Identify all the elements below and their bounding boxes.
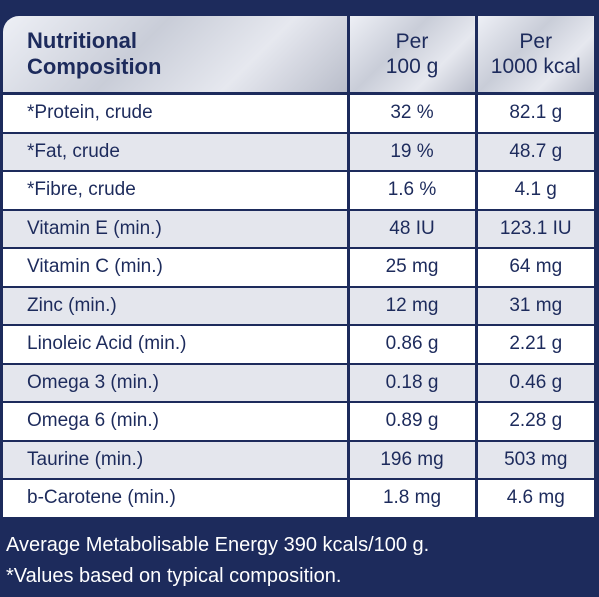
header-col2-line2: 1000 kcal <box>490 55 581 78</box>
table-header-row: Nutritional Composition Per 100 g Per 10… <box>3 16 594 94</box>
table-row: Vitamin E (min.) 48 IU 123.1 IU <box>3 209 594 249</box>
table-row: Taurine (min.) 196 mg 503 mg <box>3 440 594 480</box>
value-per-1000kcal: 64 mg <box>476 248 594 288</box>
value-per-100g: 0.89 g <box>348 402 478 442</box>
footer-notes: Average Metabolisable Energy 390 kcals/1… <box>6 530 596 592</box>
header-name-line2: Composition <box>27 54 162 79</box>
table-row: Vitamin C (min.) 25 mg 64 mg <box>3 248 594 288</box>
nutrient-name: Vitamin E (min.) <box>3 209 350 249</box>
value-per-100g: 25 mg <box>348 248 478 288</box>
value-per-1000kcal: 82.1 g <box>476 93 594 134</box>
nutrient-name: Omega 6 (min.) <box>3 402 350 442</box>
table-row: Omega 3 (min.) 0.18 g 0.46 g <box>3 363 594 403</box>
nutrient-name: Linoleic Acid (min.) <box>3 325 350 365</box>
value-per-100g: 1.8 mg <box>348 479 478 519</box>
table-row: Omega 6 (min.) 0.89 g 2.28 g <box>3 402 594 442</box>
value-per-100g: 12 mg <box>348 286 478 326</box>
value-per-100g: 19 % <box>348 132 478 172</box>
table-row: Linoleic Acid (min.) 0.86 g 2.21 g <box>3 325 594 365</box>
value-per-100g: 48 IU <box>348 209 478 249</box>
nutrient-name: *Fibre, crude <box>3 171 350 211</box>
header-per-100g: Per 100 g <box>348 16 478 94</box>
header-col1-line2: 100 g <box>385 55 439 78</box>
nutrition-table: Nutritional Composition Per 100 g Per 10… <box>3 16 594 519</box>
value-per-100g: 0.86 g <box>348 325 478 365</box>
composition-note: *Values based on typical composition. <box>6 565 342 587</box>
value-per-100g: 1.6 % <box>348 171 478 211</box>
value-per-1000kcal: 123.1 IU <box>476 209 594 249</box>
table-row: Zinc (min.) 12 mg 31 mg <box>3 286 594 326</box>
value-per-100g: 196 mg <box>348 440 478 480</box>
value-per-1000kcal: 0.46 g <box>476 363 594 403</box>
nutrient-name: Omega 3 (min.) <box>3 363 350 403</box>
value-per-1000kcal: 4.1 g <box>476 171 594 211</box>
nutrient-name: Vitamin C (min.) <box>3 248 350 288</box>
value-per-100g: 32 % <box>348 93 478 134</box>
table-row: *Fibre, crude 1.6 % 4.1 g <box>3 171 594 211</box>
nutrient-name: b-Carotene (min.) <box>3 479 350 519</box>
nutrient-name: Zinc (min.) <box>3 286 350 326</box>
value-per-1000kcal: 2.28 g <box>476 402 594 442</box>
header-per-1000kcal: Per 1000 kcal <box>476 16 594 94</box>
table-row: *Protein, crude 32 % 82.1 g <box>3 93 594 134</box>
table-row: b-Carotene (min.) 1.8 mg 4.6 mg <box>3 479 594 519</box>
nutrient-name: *Fat, crude <box>3 132 350 172</box>
table-row: *Fat, crude 19 % 48.7 g <box>3 132 594 172</box>
header-col1-line1: Per <box>395 30 429 53</box>
value-per-1000kcal: 31 mg <box>476 286 594 326</box>
table-body: *Protein, crude 32 % 82.1 g *Fat, crude … <box>3 93 594 519</box>
header-nutritional-composition: Nutritional Composition <box>3 16 350 94</box>
value-per-1000kcal: 48.7 g <box>476 132 594 172</box>
value-per-1000kcal: 2.21 g <box>476 325 594 365</box>
value-per-100g: 0.18 g <box>348 363 478 403</box>
header-col2-line1: Per <box>519 30 553 53</box>
energy-statement: Average Metabolisable Energy 390 kcals/1… <box>6 534 430 556</box>
value-per-1000kcal: 503 mg <box>476 440 594 480</box>
nutrient-name: Taurine (min.) <box>3 440 350 480</box>
header-name-line1: Nutritional <box>27 28 137 53</box>
nutrient-name: *Protein, crude <box>3 93 350 134</box>
value-per-1000kcal: 4.6 mg <box>476 479 594 519</box>
